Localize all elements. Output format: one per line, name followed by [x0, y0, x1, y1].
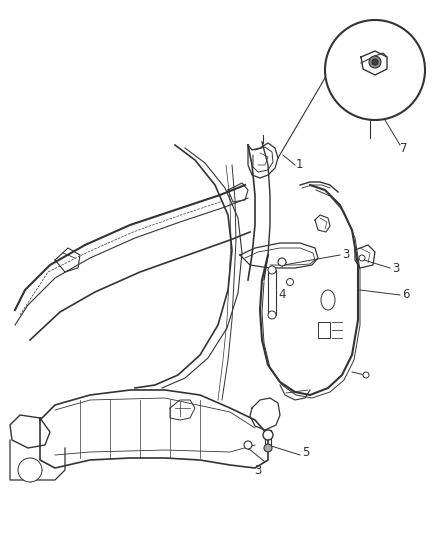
FancyBboxPatch shape [318, 322, 330, 338]
Circle shape [359, 255, 365, 261]
Circle shape [268, 266, 276, 274]
Text: 3: 3 [254, 464, 261, 477]
Circle shape [369, 56, 381, 68]
Circle shape [372, 59, 378, 65]
Text: 6: 6 [402, 288, 410, 302]
Text: 3: 3 [342, 248, 350, 262]
Text: 7: 7 [400, 141, 407, 155]
Circle shape [264, 444, 272, 452]
Ellipse shape [321, 290, 335, 310]
Circle shape [263, 430, 273, 440]
Circle shape [18, 458, 42, 482]
Circle shape [286, 279, 293, 286]
Text: 4: 4 [278, 288, 286, 302]
Text: 5: 5 [302, 446, 309, 458]
Circle shape [278, 258, 286, 266]
Circle shape [244, 441, 252, 449]
Circle shape [268, 311, 276, 319]
Text: 1: 1 [296, 158, 304, 172]
Text: 3: 3 [392, 262, 399, 274]
Circle shape [325, 20, 425, 120]
Circle shape [363, 372, 369, 378]
